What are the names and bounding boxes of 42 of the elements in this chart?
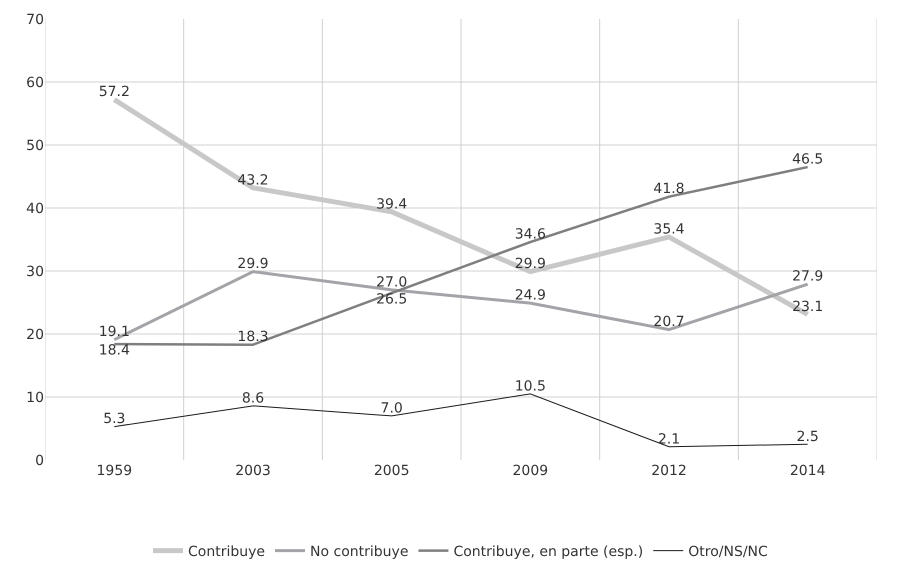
data-label: 41.8 <box>653 181 685 198</box>
data-label: 46.5 <box>792 152 824 168</box>
data-label: 27.0 <box>376 274 408 290</box>
data-label: 18.4 <box>98 342 130 359</box>
y-tick-label: 30 <box>26 264 44 280</box>
y-tick-label: 40 <box>26 200 44 217</box>
data-label: 8.6 <box>242 390 264 406</box>
y-tick-label: 70 <box>26 12 44 28</box>
data-label: 24.9 <box>514 288 546 304</box>
data-label: 23.1 <box>792 298 824 315</box>
data-label: 2.5 <box>796 428 819 445</box>
y-tick-label: 10 <box>26 390 44 406</box>
data-label: 39.4 <box>376 196 408 212</box>
data-label: 5.3 <box>103 411 126 428</box>
data-label: 57.2 <box>98 84 130 100</box>
data-label: 35.4 <box>653 221 685 238</box>
data-label: 19.1 <box>98 324 130 340</box>
data-label: 7.0 <box>380 400 403 416</box>
legend-label: No contribuye <box>310 544 408 560</box>
x-tick-label: 2005 <box>374 463 410 479</box>
x-tick-label: 2012 <box>651 463 687 479</box>
y-tick-label: 20 <box>26 326 44 343</box>
data-label: 29.9 <box>514 256 546 272</box>
data-label: 34.6 <box>514 226 546 243</box>
data-label: 10.5 <box>514 378 546 394</box>
data-label: 29.9 <box>237 256 269 272</box>
data-label: 26.5 <box>376 292 408 308</box>
legend-label: Contribuye <box>188 544 266 560</box>
y-tick-label: 60 <box>26 74 44 91</box>
x-tick-label: 2014 <box>790 463 826 479</box>
data-label: 2.1 <box>658 431 680 448</box>
y-tick-label: 0 <box>35 452 44 469</box>
data-label: 20.7 <box>653 314 685 330</box>
y-tick-label: 50 <box>26 138 44 154</box>
legend-label: Otro/NS/NC <box>688 544 768 560</box>
x-tick-label: 2009 <box>512 463 548 479</box>
data-label: 27.9 <box>792 268 824 285</box>
legend-label: Contribuye, en parte (esp.) <box>453 544 644 560</box>
data-label: 18.3 <box>237 329 269 346</box>
x-tick-label: 1959 <box>96 463 132 479</box>
data-label: 43.2 <box>237 172 269 188</box>
x-tick-label: 2003 <box>235 463 271 479</box>
